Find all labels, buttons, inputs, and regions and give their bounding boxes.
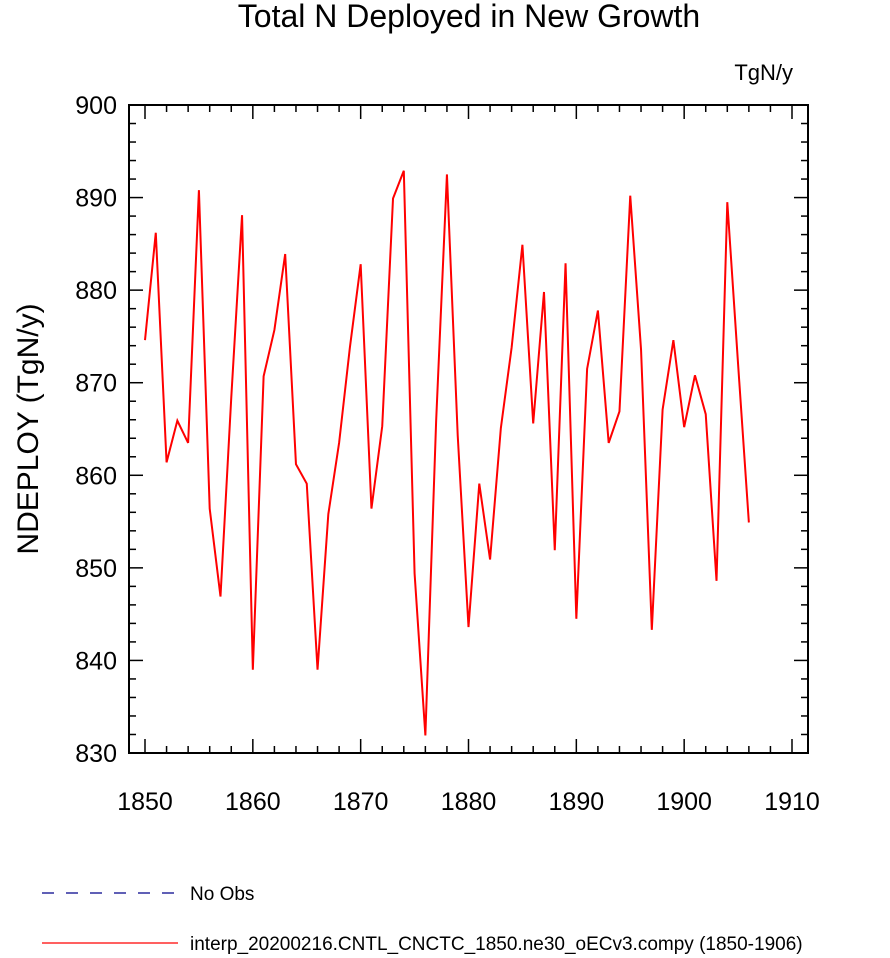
legend-label-no-obs: No Obs — [190, 884, 254, 905]
y-tick-label: 850 — [75, 555, 117, 583]
x-tick-label: 1850 — [117, 788, 173, 816]
y-tick-label: 900 — [75, 92, 117, 120]
x-tick-label: 1880 — [441, 788, 497, 816]
y-tick-label: 880 — [75, 277, 117, 305]
x-tick-label: 1910 — [764, 788, 820, 816]
x-tick-label: 1860 — [225, 788, 281, 816]
y-tick-label: 840 — [75, 647, 117, 675]
series-line — [144, 170, 750, 736]
x-tick-label: 1870 — [333, 788, 389, 816]
x-tick-label: 1900 — [656, 788, 712, 816]
y-axis-label: NDEPLOY (TgN/y) — [12, 303, 45, 554]
y-tick-label: 890 — [75, 185, 117, 213]
units-label: TgN/y — [734, 60, 793, 85]
y-tick-label: 830 — [75, 740, 117, 768]
x-tick-label: 1890 — [549, 788, 605, 816]
plot-frame — [128, 104, 809, 754]
chart-title: Total N Deployed in New Growth — [238, 0, 700, 34]
y-tick-label: 870 — [75, 370, 117, 398]
y-tick-label: 860 — [75, 462, 117, 490]
legend-label-model: interp_20200216.CNTL_CNCTC_1850.ne30_oEC… — [190, 934, 803, 955]
